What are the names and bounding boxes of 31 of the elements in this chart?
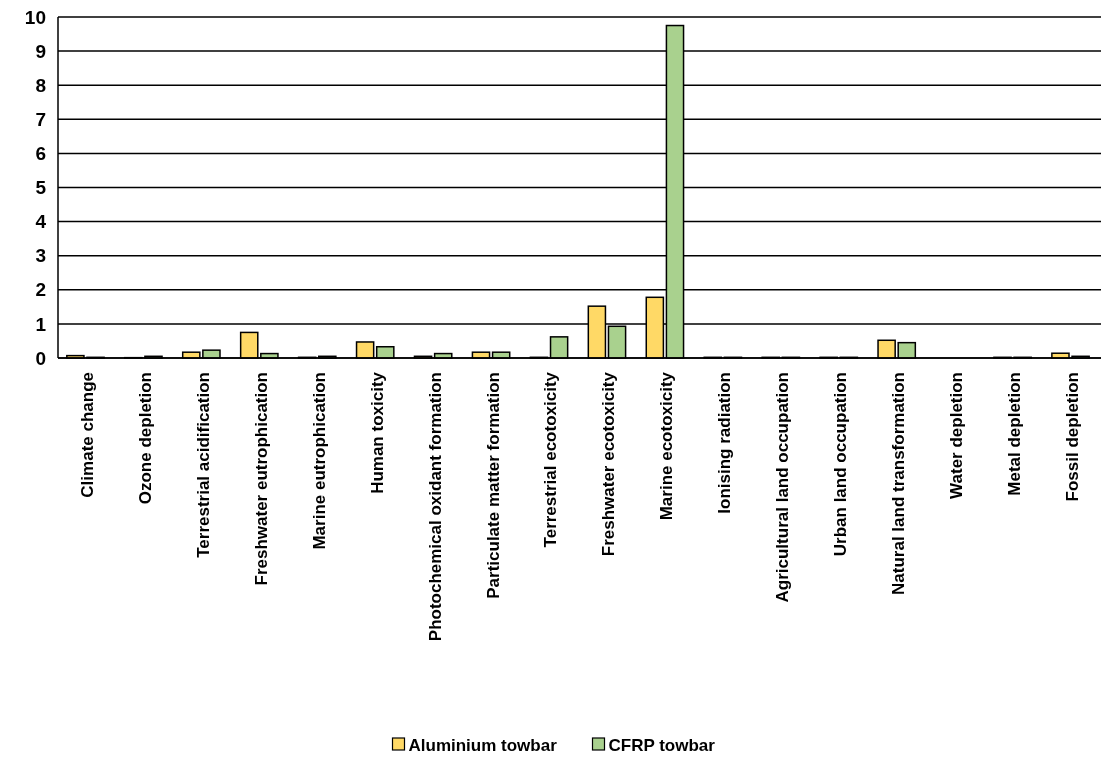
y-tick-label: 8 xyxy=(35,74,46,96)
y-tick-label: 2 xyxy=(35,279,46,301)
y-tick-label: 1 xyxy=(35,313,47,335)
y-tick-label: 3 xyxy=(35,245,46,267)
x-tick-label: Agricultural land occupation xyxy=(773,372,793,603)
x-tick-label: Ozone depletion xyxy=(135,372,155,505)
y-tick-label: 0 xyxy=(35,347,46,369)
y-tick-label: 4 xyxy=(35,211,47,233)
legend-label: Aluminium towbar xyxy=(408,735,558,755)
y-tick-label: 5 xyxy=(35,177,47,199)
x-tick-label: Marine eutrophication xyxy=(309,372,329,550)
x-tick-label: Human toxicity xyxy=(367,371,387,494)
x-tick-label: Metal depletion xyxy=(1005,372,1025,496)
legend-label: CFRP towbar xyxy=(608,735,716,755)
x-tick-label: Particulate matter formation xyxy=(483,372,503,599)
x-tick-label: Freshwater eutrophication xyxy=(251,372,271,586)
x-tick-label: Freshwater ecotoxicity xyxy=(599,371,619,557)
y-tick-label: 7 xyxy=(35,108,46,130)
x-tick-label: Natural land transformation xyxy=(889,372,909,595)
y-tick-label: 9 xyxy=(35,40,46,62)
x-tick-label: Terrestrial acidification xyxy=(193,372,213,558)
x-tick-label: Marine ecotoxicity xyxy=(657,371,677,521)
y-tick-label: 6 xyxy=(35,143,46,165)
x-tick-label: Terrestrial ecotoxicity xyxy=(541,371,561,548)
x-tick-label: Water depletion xyxy=(947,372,967,499)
x-tick-label: Climate change xyxy=(77,372,97,498)
x-tick-label: Urban land occupation xyxy=(831,372,851,557)
x-tick-label: Ionising radiation xyxy=(715,372,735,514)
y-tick-label: 10 xyxy=(24,6,46,28)
x-tick-label: Photochemical oxidant formation xyxy=(425,372,445,642)
x-tick-label: Fossil depletion xyxy=(1062,372,1082,502)
